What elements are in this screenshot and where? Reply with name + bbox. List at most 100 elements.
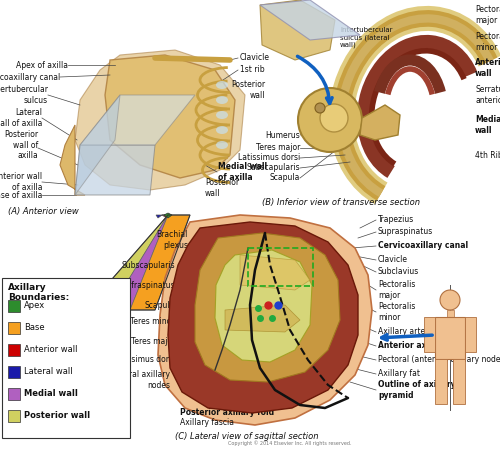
Text: Medial
wall: Medial wall (475, 115, 500, 135)
Text: Anterior axillary fold: Anterior axillary fold (378, 342, 468, 351)
Text: Axillary
Boundaries:: Axillary Boundaries: (8, 283, 69, 302)
Text: Teres minor: Teres minor (130, 318, 175, 327)
Text: Scapula: Scapula (144, 301, 175, 310)
Text: Latissimus dorsi: Latissimus dorsi (113, 356, 175, 364)
Text: Axillary fascia: Axillary fascia (180, 418, 234, 427)
Text: Posterior
wall: Posterior wall (231, 80, 265, 100)
FancyBboxPatch shape (2, 278, 130, 438)
Text: Medial wall
of axilla: Medial wall of axilla (218, 162, 267, 182)
Polygon shape (260, 0, 335, 60)
Text: Posterior wall: Posterior wall (24, 411, 90, 420)
Text: Lateral wall: Lateral wall (24, 368, 72, 377)
Polygon shape (75, 145, 155, 195)
Polygon shape (164, 213, 172, 218)
Polygon shape (260, 0, 360, 40)
Text: Trapezius: Trapezius (378, 216, 414, 225)
Text: Pectoral (anterior) axillary nodes: Pectoral (anterior) axillary nodes (378, 356, 500, 364)
Circle shape (315, 103, 325, 113)
FancyBboxPatch shape (424, 317, 435, 352)
Circle shape (440, 290, 460, 310)
FancyBboxPatch shape (8, 300, 20, 312)
FancyBboxPatch shape (465, 317, 476, 352)
Text: Clavicle: Clavicle (378, 256, 408, 265)
Text: (A) Anterior view: (A) Anterior view (8, 207, 79, 216)
Polygon shape (110, 215, 168, 310)
Text: Teres major: Teres major (130, 338, 175, 346)
Circle shape (298, 88, 362, 152)
Text: Scapula: Scapula (270, 174, 300, 183)
Polygon shape (130, 215, 190, 310)
FancyBboxPatch shape (8, 322, 20, 334)
Text: Pectoralis
major: Pectoralis major (475, 5, 500, 25)
Polygon shape (80, 95, 195, 145)
Text: Subscapularis: Subscapularis (246, 163, 300, 172)
Polygon shape (162, 215, 168, 217)
Text: Intertubercular
sulcus: Intertubercular sulcus (0, 86, 48, 105)
Text: Supraspinatus: Supraspinatus (378, 228, 433, 237)
Text: Clavicle: Clavicle (240, 54, 270, 63)
Text: Outline of axillary
pyramid: Outline of axillary pyramid (378, 380, 456, 400)
Ellipse shape (216, 141, 228, 149)
Text: Serratus
anterior: Serratus anterior (475, 86, 500, 105)
Polygon shape (60, 125, 85, 195)
Text: Lateral
wall of axilla: Lateral wall of axilla (0, 108, 42, 128)
Polygon shape (75, 95, 120, 195)
FancyBboxPatch shape (435, 317, 465, 359)
Polygon shape (225, 305, 300, 332)
FancyBboxPatch shape (8, 410, 20, 422)
Text: Apex: Apex (24, 302, 45, 310)
FancyBboxPatch shape (8, 366, 20, 378)
Text: Infraspinatus: Infraspinatus (124, 280, 175, 289)
Polygon shape (105, 55, 235, 178)
Text: Posterior
wall of
axilla: Posterior wall of axilla (4, 130, 38, 160)
Text: Pectoralis
minor: Pectoralis minor (378, 302, 416, 322)
Text: Brachial
plexus: Brachial plexus (156, 230, 188, 250)
Text: Anterior wall
of axilla: Anterior wall of axilla (0, 172, 42, 192)
Ellipse shape (216, 111, 228, 119)
Text: Posterior
wall: Posterior wall (205, 178, 239, 198)
Text: Teres major: Teres major (256, 144, 300, 153)
Polygon shape (156, 215, 168, 218)
Polygon shape (158, 215, 372, 425)
FancyBboxPatch shape (446, 310, 454, 317)
Text: Subclavius: Subclavius (378, 267, 419, 276)
Text: Pectoralis
minor: Pectoralis minor (475, 32, 500, 52)
Text: Humerus: Humerus (265, 130, 300, 140)
Text: Subscapularis: Subscapularis (122, 261, 175, 270)
Text: Latissimus dorsi: Latissimus dorsi (238, 153, 300, 162)
Polygon shape (195, 233, 340, 382)
Polygon shape (360, 105, 400, 140)
Text: Copyright © 2014 Elsevier Inc. All rights reserved.: Copyright © 2014 Elsevier Inc. All right… (228, 441, 352, 446)
Polygon shape (240, 255, 310, 290)
Text: Base: Base (24, 324, 44, 333)
Polygon shape (75, 50, 245, 190)
FancyBboxPatch shape (8, 344, 20, 356)
Text: Anterior
wall: Anterior wall (475, 58, 500, 78)
Text: Central axillary
nodes: Central axillary nodes (111, 370, 170, 390)
Text: Axillary artery and vein: Axillary artery and vein (378, 328, 468, 337)
FancyBboxPatch shape (435, 359, 447, 404)
Text: Medial wall: Medial wall (24, 390, 78, 399)
Text: Cervicoaxillary canal: Cervicoaxillary canal (0, 72, 60, 81)
Text: Posterior axillary fold: Posterior axillary fold (180, 408, 274, 417)
Circle shape (320, 104, 348, 132)
Polygon shape (168, 222, 358, 413)
Text: (B) Inferior view of transverse section: (B) Inferior view of transverse section (262, 198, 420, 207)
Text: 1st rib: 1st rib (240, 66, 264, 75)
Text: Cervicoaxillary canal: Cervicoaxillary canal (378, 242, 468, 251)
FancyBboxPatch shape (453, 359, 465, 404)
Ellipse shape (216, 126, 228, 134)
Ellipse shape (216, 81, 228, 89)
Ellipse shape (216, 96, 228, 104)
Text: Pectoralis
major: Pectoralis major (378, 280, 416, 300)
Text: Base of axilla: Base of axilla (0, 190, 42, 199)
Text: (C) Lateral view of sagittal section: (C) Lateral view of sagittal section (175, 432, 318, 441)
Text: 4th Rib: 4th Rib (475, 150, 500, 159)
Polygon shape (215, 250, 312, 362)
Polygon shape (85, 215, 168, 310)
Text: Axillary fat: Axillary fat (378, 369, 420, 378)
Text: Anterior wall: Anterior wall (24, 346, 78, 355)
FancyBboxPatch shape (8, 388, 20, 400)
Text: Intertubercular
sulcus (lateral
wall): Intertubercular sulcus (lateral wall) (340, 27, 392, 49)
Text: Apex of axilla: Apex of axilla (16, 60, 68, 69)
